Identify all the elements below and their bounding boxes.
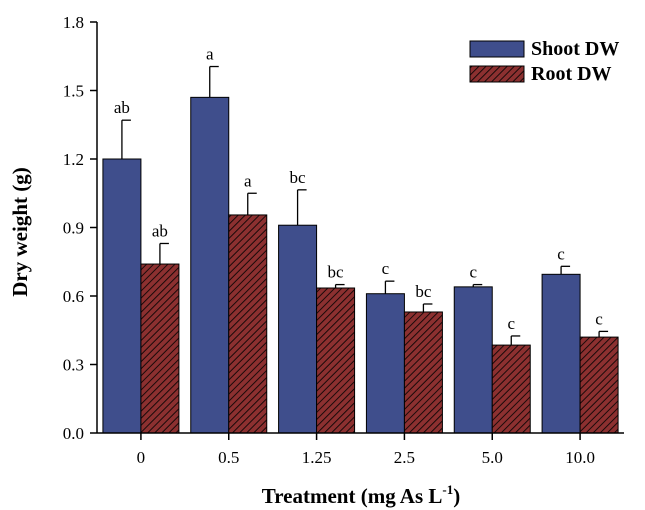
bar-root-dw bbox=[316, 287, 356, 434]
legend-label-root-dw: Root DW bbox=[531, 63, 612, 85]
significance-label: c bbox=[507, 314, 515, 333]
bar-shoot-dw bbox=[190, 96, 230, 434]
bar-root-dw bbox=[140, 263, 180, 434]
x-axis-label-close: ) bbox=[453, 484, 460, 508]
bar-root-dw bbox=[228, 214, 268, 434]
significance-label: c bbox=[595, 309, 603, 328]
significance-label: bc bbox=[290, 168, 307, 187]
significance-labels-group: ab ab a a bc bc c bc c c c c bbox=[114, 45, 603, 333]
x-tick-label: 10.0 bbox=[565, 448, 595, 467]
bar-shoot-dw bbox=[453, 286, 493, 434]
x-tick-label: 2.5 bbox=[394, 448, 415, 467]
x-tick-label: 5.0 bbox=[482, 448, 503, 467]
legend-swatch-shoot-dw bbox=[469, 40, 525, 58]
bar-shoot-dw bbox=[365, 293, 405, 434]
bar-shoot-dw bbox=[278, 224, 318, 434]
significance-label: a bbox=[206, 45, 214, 64]
bar-root-dw bbox=[579, 336, 619, 434]
bar-shoot-dw bbox=[541, 273, 581, 434]
y-ticks-group: 0.0 0.3 0.6 0.9 1.2 1.5 1.8 bbox=[63, 13, 97, 443]
y-tick-label: 0.0 bbox=[63, 424, 84, 443]
y-tick-label: 0.9 bbox=[63, 219, 84, 238]
x-axis-label: Treatment (mg As L-1) bbox=[262, 482, 460, 508]
x-axis-label-superscript: -1 bbox=[442, 482, 453, 497]
significance-label: c bbox=[557, 244, 565, 263]
bars-group bbox=[102, 96, 619, 434]
x-tick-label: 1.25 bbox=[302, 448, 332, 467]
y-tick-label: 1.2 bbox=[63, 150, 84, 169]
y-tick-label: 1.5 bbox=[63, 82, 84, 101]
bar-shoot-dw bbox=[102, 158, 142, 434]
y-tick-label: 0.6 bbox=[63, 287, 84, 306]
significance-label: a bbox=[244, 171, 252, 190]
bar-root-dw bbox=[491, 344, 531, 434]
legend-swatch-root-dw bbox=[469, 65, 525, 83]
y-axis-label: Dry weight (g) bbox=[8, 167, 32, 296]
significance-label: ab bbox=[152, 221, 168, 240]
legend: Shoot DW Root DW bbox=[469, 38, 619, 85]
legend-label-shoot-dw: Shoot DW bbox=[531, 38, 619, 60]
bar-root-dw bbox=[403, 311, 443, 434]
x-ticks-group: 0 0.5 1.25 2.5 5.0 10.0 bbox=[137, 433, 595, 467]
x-tick-label: 0 bbox=[137, 448, 146, 467]
y-tick-label: 0.3 bbox=[63, 356, 84, 375]
significance-label: bc bbox=[328, 263, 345, 282]
significance-label: bc bbox=[415, 282, 432, 301]
x-tick-label: 0.5 bbox=[218, 448, 239, 467]
significance-label: c bbox=[382, 259, 390, 278]
significance-label: ab bbox=[114, 98, 130, 117]
error-bars-group bbox=[121, 65, 609, 346]
x-axis-label-main: Treatment (mg As L bbox=[262, 484, 443, 508]
y-tick-label: 1.8 bbox=[63, 13, 84, 32]
significance-label: c bbox=[469, 263, 477, 282]
